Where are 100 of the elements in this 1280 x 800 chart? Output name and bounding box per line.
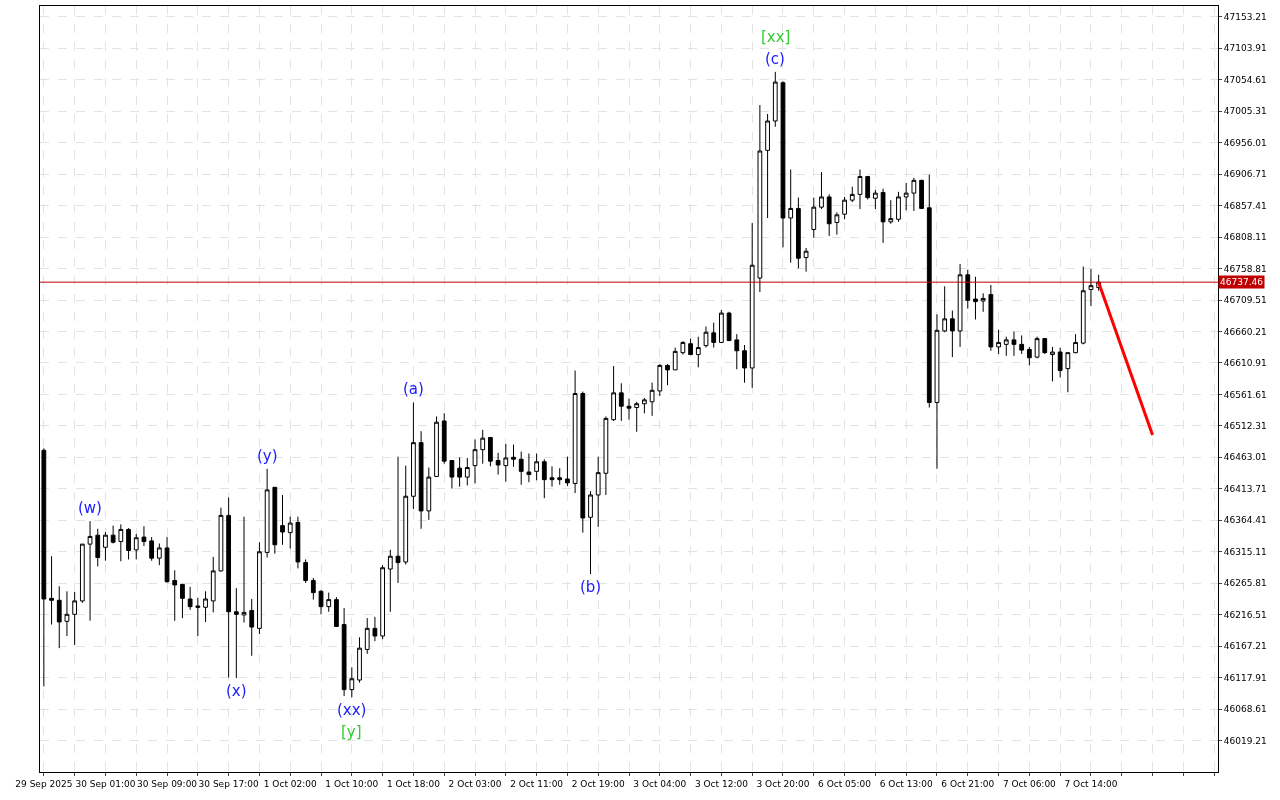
candlestick	[210, 556, 216, 613]
candlestick	[549, 465, 555, 488]
candlestick	[95, 528, 101, 567]
candlestick	[518, 451, 524, 486]
candlestick	[472, 438, 478, 484]
x-tick-label: 3 Oct 04:00	[633, 778, 687, 789]
candlestick	[526, 452, 532, 483]
candlestick	[133, 533, 139, 560]
candlestick	[457, 456, 462, 488]
x-tick-label: 2 Oct 11:00	[510, 778, 564, 789]
candlestick	[149, 536, 155, 562]
candlestick	[626, 398, 632, 421]
candlestick	[1026, 346, 1032, 366]
candlestick	[257, 541, 262, 635]
x-tick-label: 6 Oct 21:00	[941, 778, 995, 789]
candlestick	[541, 458, 547, 499]
y-tick-label: 46512.31	[1223, 421, 1267, 431]
candlestick	[264, 468, 270, 559]
candlestick	[411, 401, 416, 510]
candlestick	[749, 222, 755, 389]
candlestick	[441, 412, 447, 465]
candlestick	[380, 564, 386, 640]
x-tick-label: 1 Oct 18:00	[386, 778, 441, 789]
candlestick	[180, 583, 185, 619]
candlestick	[511, 444, 516, 468]
candlestick	[803, 247, 809, 273]
candlestick	[842, 196, 847, 220]
candlestick	[272, 486, 278, 555]
annotation: (w)	[78, 499, 102, 517]
y-tick-label: 46413.71	[1223, 483, 1267, 494]
candlestick	[64, 590, 70, 637]
candlestick	[588, 490, 593, 575]
candlestick	[218, 507, 224, 573]
x-tick-label: 2 Oct 19:00	[571, 778, 625, 789]
candlestick	[703, 325, 709, 349]
candlestick	[865, 175, 871, 200]
y-tick-label: 46610.91	[1223, 358, 1267, 369]
y-tick-label: 46167.21	[1223, 641, 1267, 652]
candlestick	[503, 443, 509, 483]
candlestick	[334, 596, 339, 627]
candlestick	[1019, 334, 1025, 355]
candlestick	[772, 71, 778, 128]
candlestick	[395, 456, 401, 584]
candlestick	[595, 456, 601, 528]
candlestick	[719, 309, 724, 344]
y-tick-label: 46808.11	[1223, 232, 1267, 243]
y-tick-label: 46857.41	[1223, 200, 1267, 211]
candlestick	[780, 80, 786, 248]
candlestick	[649, 382, 655, 417]
x-tick-label: 6 Oct 13:00	[879, 778, 933, 789]
candlestick	[426, 467, 432, 521]
y-tick-label: 47054.61	[1223, 74, 1267, 85]
annotation: (b)	[580, 578, 602, 596]
candlestick	[249, 598, 255, 657]
candlestick	[757, 104, 763, 293]
x-tick-label: 29 Sep 2025	[15, 778, 73, 789]
candlestick	[611, 365, 616, 422]
candlestick	[126, 527, 131, 560]
candlestick	[580, 391, 586, 534]
candlestick	[680, 340, 686, 356]
candlestick	[911, 177, 917, 212]
y-tick-label: 47103.91	[1223, 43, 1267, 54]
candlestick	[572, 370, 578, 494]
candlestick	[118, 523, 124, 562]
candlestick	[988, 284, 994, 352]
candlestick	[603, 415, 609, 496]
candlestick	[495, 452, 501, 476]
candlestick	[811, 197, 817, 239]
candlestick	[888, 199, 894, 225]
candlestick	[657, 363, 663, 397]
candlestick	[734, 333, 740, 370]
candlestick	[349, 666, 355, 698]
annotation: (a)	[403, 380, 424, 398]
candlestick	[857, 169, 863, 210]
candlestick	[49, 555, 54, 626]
annotation: (c)	[765, 50, 785, 68]
candlestick	[926, 174, 932, 409]
candlestick	[488, 436, 493, 467]
candlestick	[72, 591, 78, 646]
x-tick-label: 7 Oct 06:00	[1002, 778, 1057, 789]
candlestick	[742, 344, 747, 384]
candlestick	[187, 586, 193, 611]
candlestick	[957, 263, 963, 348]
x-tick-label: 1 Oct 02:00	[263, 778, 317, 789]
candlestick	[56, 585, 62, 649]
candlestick	[434, 415, 439, 478]
candlestick	[1003, 336, 1009, 357]
candlestick	[372, 616, 378, 642]
candlestick	[849, 186, 855, 203]
candlestick	[449, 460, 455, 490]
annotation: [y]	[341, 723, 362, 741]
candlestick	[1050, 346, 1055, 382]
candlestick	[280, 494, 285, 546]
candlestick	[418, 430, 424, 530]
candlestick	[618, 382, 624, 422]
candlestick	[919, 179, 924, 210]
candlestick	[287, 516, 293, 550]
candlestick	[195, 597, 201, 637]
candlestick	[711, 322, 717, 349]
candlestick	[87, 520, 93, 622]
